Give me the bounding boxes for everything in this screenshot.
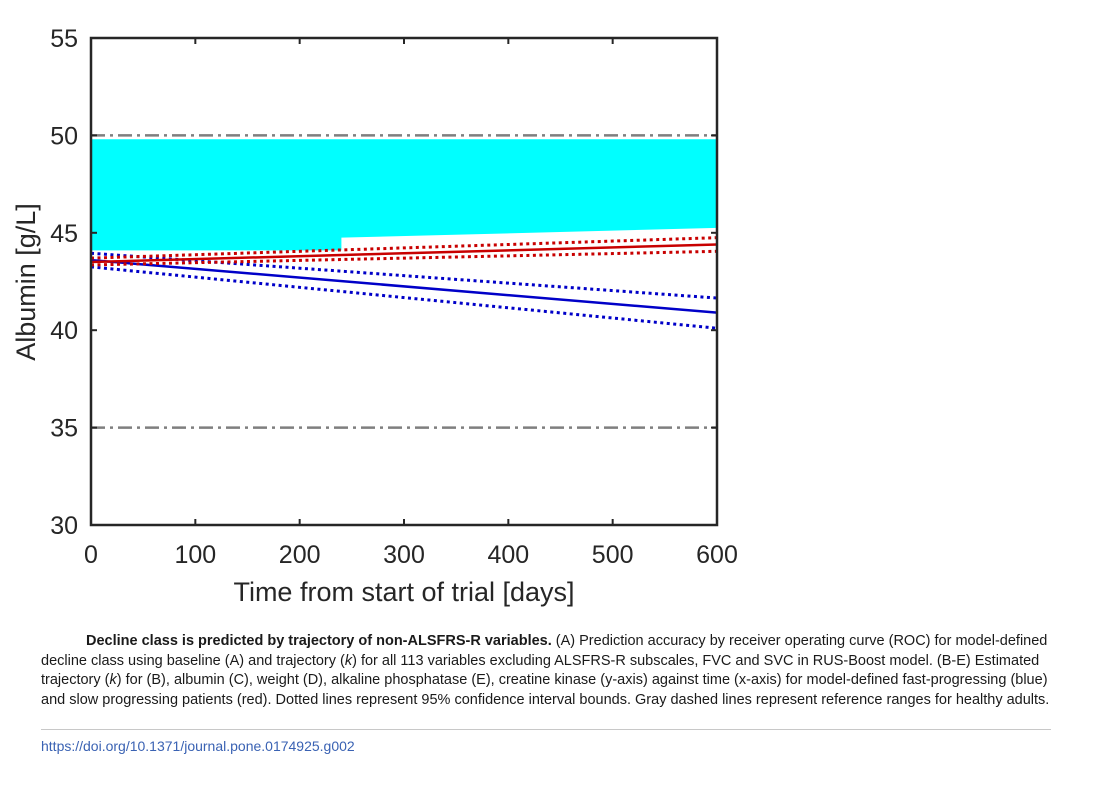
caption-divider xyxy=(41,729,1051,730)
y-tick-label-35: 35 xyxy=(50,415,78,443)
caption-title: Decline class is predicted by trajectory… xyxy=(86,633,552,649)
reference-lines-layer xyxy=(91,134,717,429)
x-tick-label-600: 600 xyxy=(696,541,738,569)
albumin-chart: 0 100 200 300 400 500 600 30 35 40 45 50 55 Time fro… xyxy=(11,25,738,607)
x-tick-label-300: 300 xyxy=(383,541,425,569)
caption-text-2: ) for all 113 variables excluding ALSFRS… xyxy=(41,652,1040,689)
series-layer xyxy=(91,236,717,330)
series-line-1 xyxy=(91,251,717,300)
y-tick-label-50: 50 xyxy=(50,122,78,150)
series-line-5 xyxy=(91,249,717,267)
y-tick-label-30: 30 xyxy=(50,512,78,540)
x-tick-label-400: 400 xyxy=(487,541,529,569)
y-tick-label-55: 55 xyxy=(50,25,78,53)
series-line-4 xyxy=(91,236,717,260)
ticks-layer: 0 100 200 300 400 500 600 30 35 40 45 50 55 xyxy=(50,25,738,569)
x-tick-label-100: 100 xyxy=(174,541,216,569)
doi-link[interactable]: https://doi.org/10.1371/journal.pone.017… xyxy=(41,738,355,754)
caption-text-1: (A) Prediction accuracy by receiver oper… xyxy=(41,633,1048,669)
y-tick-label-45: 45 xyxy=(50,220,78,248)
series-line-3 xyxy=(91,243,717,264)
highlight-band xyxy=(91,139,717,251)
x-tick-label-200: 200 xyxy=(279,541,321,569)
plot-frame xyxy=(89,36,719,527)
x-axis-title: Time from start of trial [days] xyxy=(233,577,574,607)
caption-k-1: k xyxy=(344,652,353,669)
y-axis-title: Albumin [g/L] xyxy=(11,203,41,361)
highlight-band-layer xyxy=(91,139,717,251)
series-line-2 xyxy=(91,265,717,330)
figure-caption: Decline class is predicted by trajectory… xyxy=(41,632,1053,710)
x-tick-label-500: 500 xyxy=(592,541,634,569)
caption-text-3: ) for (B), albumin (C), weight (D), alka… xyxy=(41,672,1050,708)
x-tick-label-0: 0 xyxy=(84,541,98,569)
y-tick-label-40: 40 xyxy=(50,317,78,345)
series-line-0 xyxy=(91,258,717,314)
caption-k-2: k xyxy=(109,672,117,688)
